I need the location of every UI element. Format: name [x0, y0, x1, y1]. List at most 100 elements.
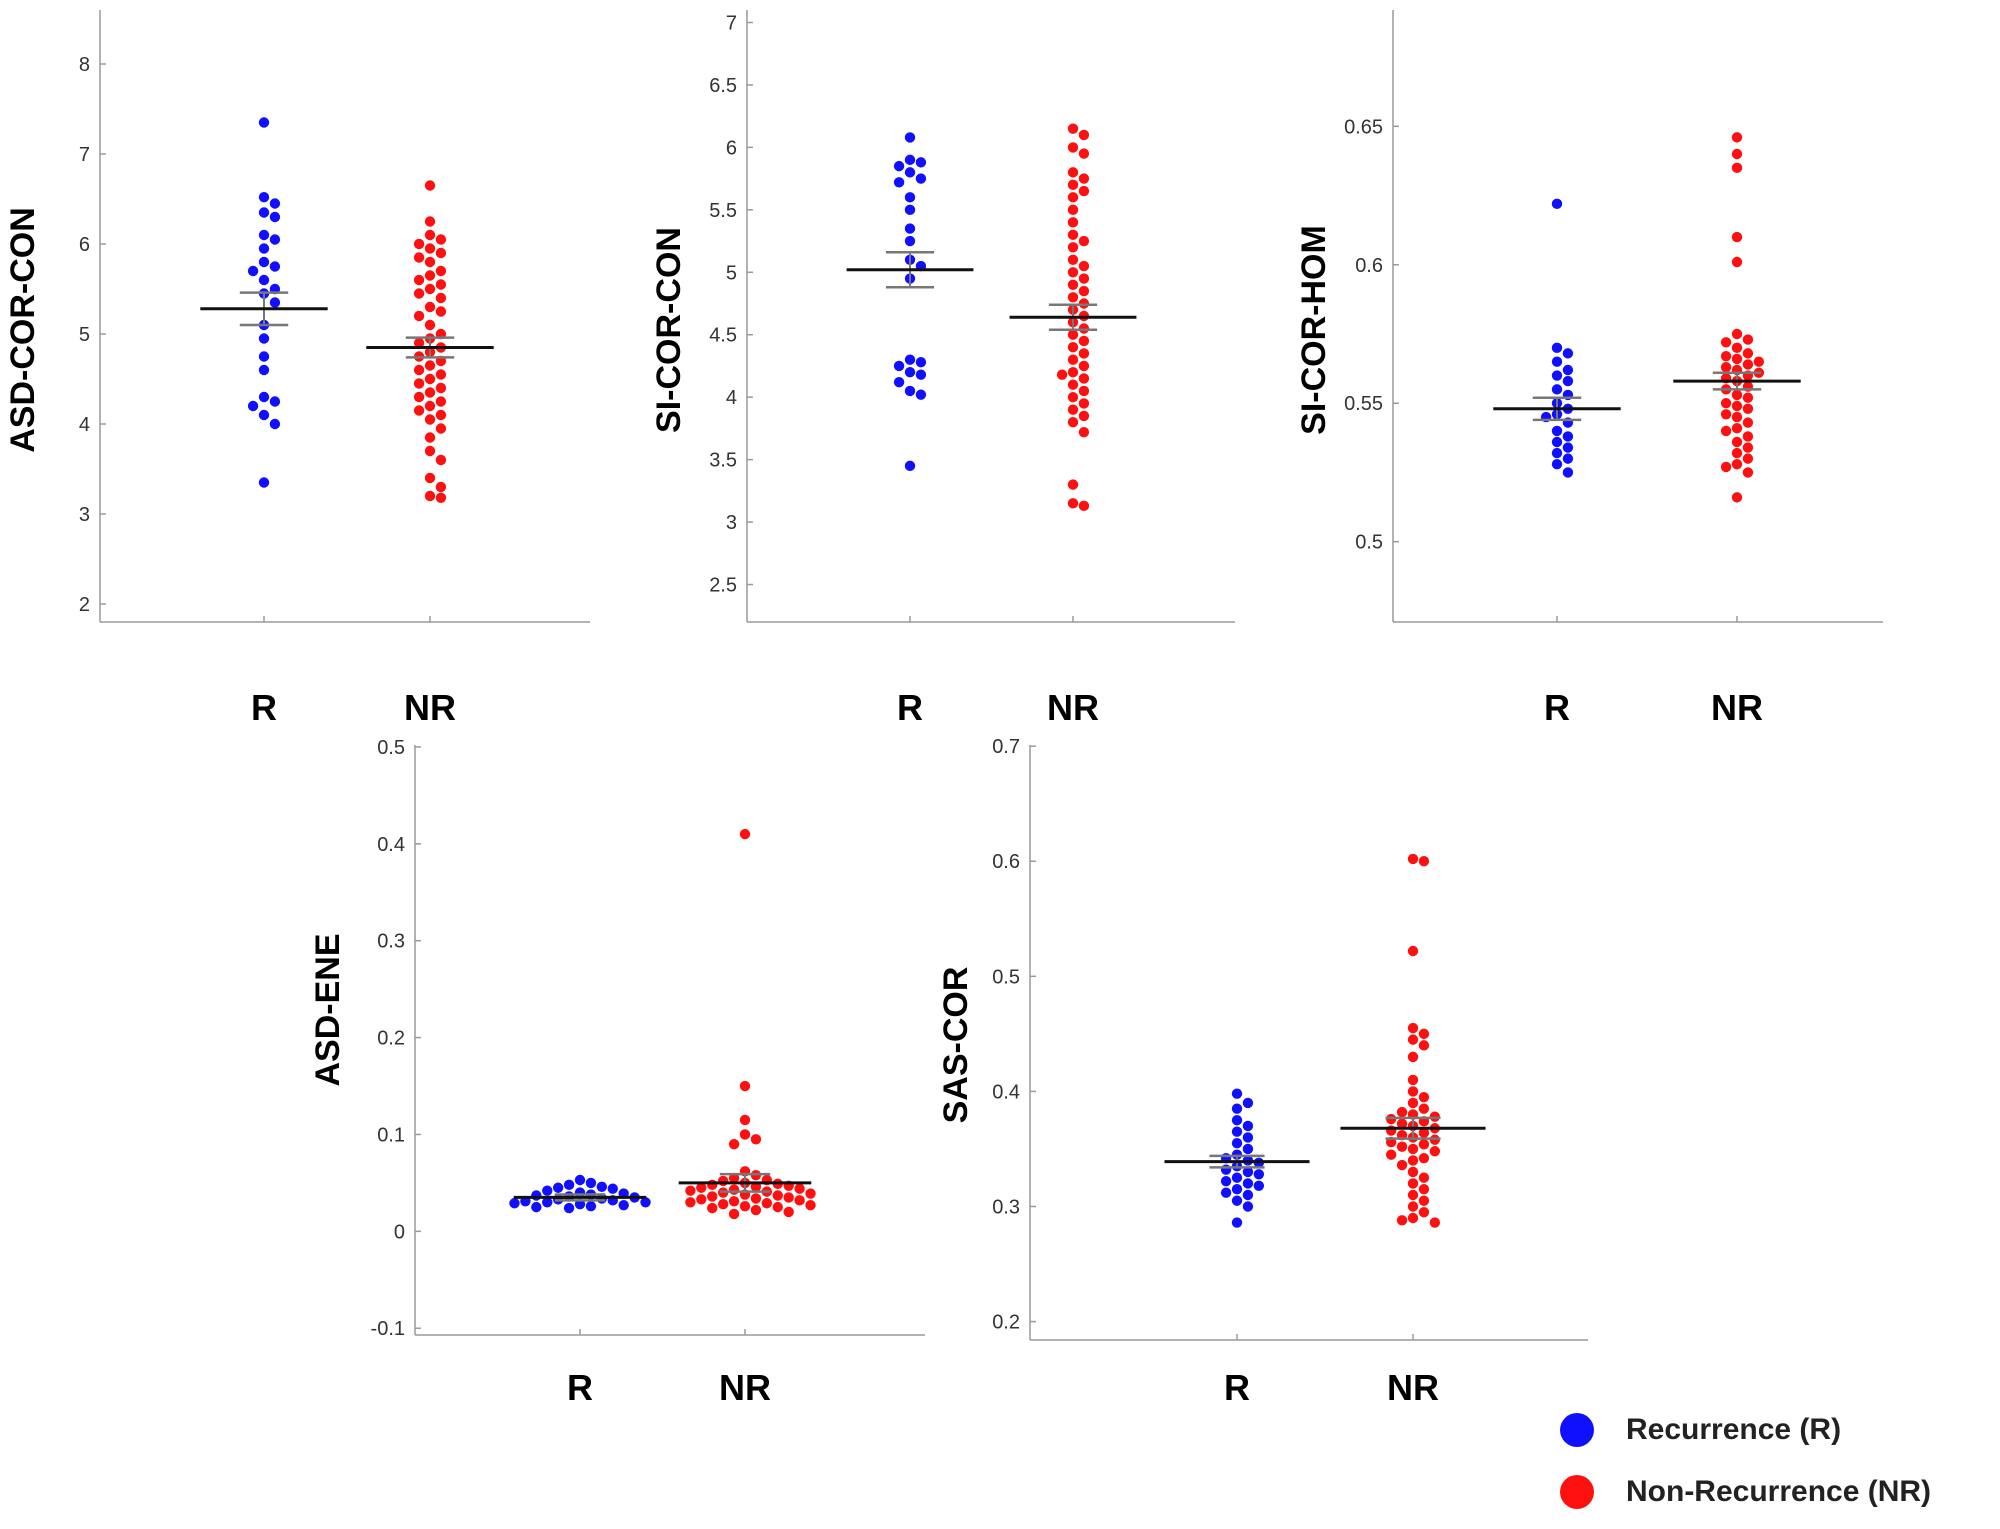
y-tick-label: 0.2 — [377, 1028, 405, 1050]
data-point — [1056, 369, 1068, 380]
data-point — [618, 1199, 629, 1211]
data-point — [1731, 148, 1743, 160]
data-point — [269, 211, 281, 223]
data-point — [542, 1185, 553, 1196]
data-point — [696, 1182, 707, 1193]
data-point — [1551, 370, 1563, 381]
data-point — [1396, 1106, 1408, 1118]
data-point — [1418, 1207, 1430, 1218]
y-tick-label: 6.5 — [709, 75, 737, 97]
data-point — [904, 204, 916, 216]
data-point — [435, 247, 447, 259]
data-point — [904, 460, 916, 472]
data-point — [1242, 1132, 1254, 1143]
data-point — [1418, 856, 1430, 867]
data-point — [1220, 1164, 1232, 1175]
group-label-r: R — [897, 687, 923, 728]
data-point — [1231, 1114, 1243, 1126]
legend-item-recurrence: Recurrence (R) — [1560, 1410, 1841, 1450]
data-point — [1078, 129, 1090, 141]
data-point — [1396, 1118, 1408, 1129]
data-point — [1385, 1149, 1397, 1160]
y-tick-label: 7 — [79, 144, 90, 166]
data-point — [1078, 185, 1090, 197]
data-point — [424, 373, 436, 385]
data-point — [435, 279, 447, 290]
data-point — [269, 198, 281, 209]
data-point — [915, 157, 927, 168]
y-tick-label: 4 — [79, 414, 90, 436]
data-point — [1562, 467, 1574, 478]
data-point — [1562, 431, 1574, 442]
data-point — [1067, 229, 1079, 241]
data-point — [424, 256, 436, 268]
y-tick-label: 0.5 — [1355, 532, 1383, 554]
data-point — [1429, 1146, 1441, 1157]
data-point — [640, 1197, 651, 1208]
data-point — [1220, 1187, 1232, 1198]
data-point — [728, 1138, 740, 1150]
data-point — [258, 477, 270, 488]
data-point — [1067, 123, 1079, 134]
data-point — [1731, 231, 1743, 243]
data-point — [258, 391, 270, 403]
data-point — [1407, 1143, 1419, 1155]
data-point — [563, 1202, 575, 1214]
legend-label-recurrence: Recurrence (R) — [1626, 1413, 1842, 1446]
data-point — [1742, 359, 1754, 370]
data-point — [1067, 391, 1079, 403]
data-point — [435, 492, 447, 503]
data-point — [1731, 353, 1743, 365]
y-tick-label: 0.1 — [377, 1124, 405, 1146]
data-point — [1067, 354, 1079, 365]
data-point — [1242, 1178, 1254, 1189]
data-point — [1396, 1141, 1408, 1152]
data-point — [1551, 384, 1563, 395]
data-point — [413, 364, 425, 376]
data-point — [707, 1202, 718, 1214]
y-axis-label: ASD-COR-CON — [4, 207, 42, 453]
data-point — [1742, 403, 1754, 414]
data-point — [893, 360, 905, 372]
y-tick-label: 2.5 — [709, 575, 737, 597]
data-point — [435, 234, 447, 245]
data-point — [739, 1200, 751, 1212]
data-point — [607, 1183, 618, 1194]
data-point — [258, 256, 270, 268]
data-point — [258, 192, 270, 203]
data-point — [761, 1198, 773, 1209]
y-tick-label: 2 — [79, 594, 90, 616]
data-point — [1231, 1195, 1243, 1206]
data-point — [1742, 348, 1754, 359]
data-point — [424, 400, 436, 412]
data-point — [1731, 389, 1743, 401]
data-point — [893, 160, 905, 172]
data-point — [904, 167, 916, 178]
data-point — [1731, 400, 1743, 412]
data-point — [750, 1204, 762, 1216]
data-point — [893, 376, 905, 388]
data-point — [596, 1181, 608, 1192]
data-point — [1231, 1138, 1243, 1149]
data-point — [728, 1208, 740, 1220]
data-point — [1067, 479, 1079, 490]
data-point — [435, 409, 447, 421]
data-point — [739, 1129, 751, 1140]
data-point — [435, 423, 447, 434]
data-point — [258, 409, 270, 421]
data-point — [1231, 1217, 1243, 1228]
data-point — [1067, 179, 1079, 191]
data-point — [424, 301, 436, 313]
y-tick-label: -0.1 — [371, 1318, 405, 1340]
data-point — [1418, 1152, 1430, 1164]
data-point — [413, 252, 425, 263]
legend-label-non-recurrence: Non-Recurrence (NR) — [1626, 1475, 1932, 1508]
data-point — [1418, 1172, 1430, 1183]
data-point — [258, 229, 270, 241]
panel-3: -0.1 0 0.1 0.2 0.3 0.4 0.5 ASD-ENE R NR — [309, 737, 925, 1408]
y-tick-label: 0.2 — [992, 1312, 1020, 1334]
data-point — [1078, 260, 1090, 272]
data-point — [585, 1200, 597, 1212]
data-point — [574, 1199, 586, 1210]
data-point — [1067, 342, 1079, 353]
